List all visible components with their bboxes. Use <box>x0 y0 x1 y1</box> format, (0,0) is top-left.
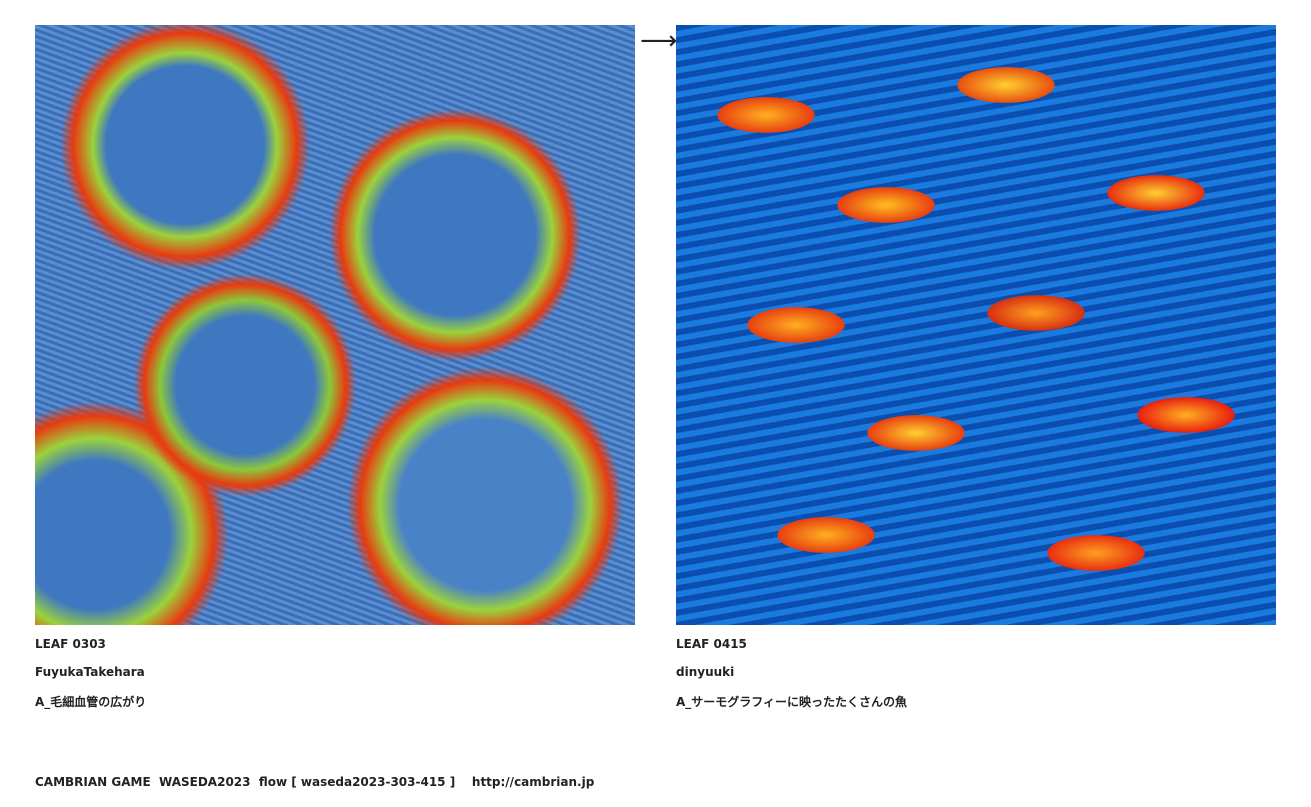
left-title: A_毛細血管の広がり <box>35 695 147 709</box>
arrow-right-icon: ⟶ <box>640 26 678 56</box>
leaf-0415-image[interactable] <box>676 25 1276 625</box>
right-leaf-id: LEAF 0415 <box>676 637 747 651</box>
right-title: A_サーモグラフィーに映ったたくさんの魚 <box>676 695 908 709</box>
left-author: FuyukaTakehara <box>35 665 145 679</box>
leaf-0303-image[interactable] <box>35 25 635 625</box>
footer-text: CAMBRIAN GAME WASEDA2023 flow [ waseda20… <box>35 775 595 789</box>
right-author: dinyuuki <box>676 665 735 679</box>
left-leaf-id: LEAF 0303 <box>35 637 106 651</box>
